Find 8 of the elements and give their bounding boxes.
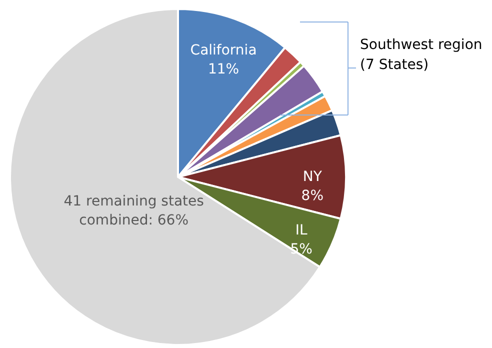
slice-label: NY xyxy=(302,169,322,185)
slice-label: 41 remaining states combined: 66% xyxy=(64,193,204,228)
data-label: 5% xyxy=(290,241,312,258)
data-label: 8% xyxy=(301,188,324,204)
slice-label: IL xyxy=(295,222,308,238)
data-label: 11% xyxy=(208,62,240,78)
text: Southwest region (7 States) xyxy=(360,37,482,73)
slice-label: California xyxy=(190,42,257,59)
